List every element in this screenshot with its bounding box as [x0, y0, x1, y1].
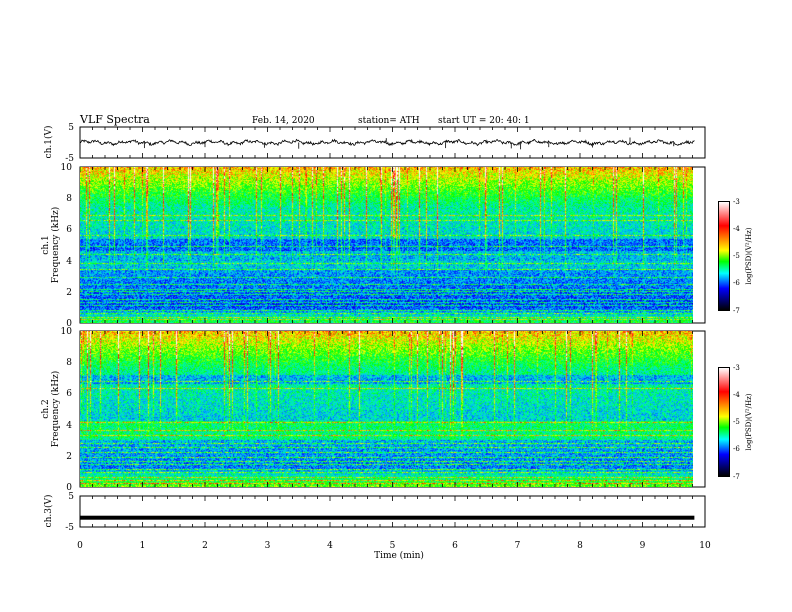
ch2-spectrogram-image-wrap [80, 331, 693, 487]
ch2-spec-ytick-10: 10 [61, 327, 73, 337]
ch1-waveform-line [79, 138, 695, 147]
ch3-waveform-frame [79, 495, 706, 528]
ch2-spectrogram-panel: 0 2 4 6 8 10 ch.2 Frequency (kHz) [41, 327, 706, 493]
ch1-spectrogram-ticks [79, 167, 706, 323]
ch2-colorbar-tick-m6: -6 [733, 445, 740, 453]
ch1-colorbar-gradient [718, 201, 730, 311]
ch1-spectrogram-image-wrap [80, 167, 693, 323]
ch3-waveform-trace-group [80, 515, 695, 520]
ch3-waveform-line [80, 515, 695, 520]
figure-title: VLF Spectra [79, 113, 150, 126]
ch2-spec-ytick-4: 4 [66, 421, 72, 431]
ch2-spec-ytick-6: 6 [66, 389, 72, 399]
ch1-waveform-ticks [79, 127, 706, 158]
ch3-ytick-bottom: -5 [65, 523, 74, 533]
ch3-ytick-top: 5 [68, 492, 74, 502]
time-axis-tick-3: 3 [265, 541, 271, 551]
time-axis-tick-0: 0 [77, 541, 83, 551]
ch2-spectrogram-ticks [79, 331, 706, 487]
ch2-colorbar-label: log(PSD)(V²/Hz) [745, 393, 753, 450]
ch2-spec-ytick-8: 8 [66, 358, 72, 368]
ch1-spec-ytick-2: 2 [66, 288, 72, 298]
ch1-ytick-bottom: -5 [65, 154, 74, 164]
ch1-colorbar-label: log(PSD)(V²/Hz) [745, 227, 753, 284]
ch1-colorbar-tick-m5: -5 [733, 252, 740, 260]
ch1-spectrogram-panel: 0 2 4 6 8 10 ch.1 Frequency (kHz) [41, 163, 706, 329]
ch2-spectrogram-image [80, 331, 693, 487]
ch1-colorbar-tick-m4: -4 [733, 225, 740, 233]
ch2-colorbar: -3 -4 -5 -6 -7 log(PSD)(V²/Hz) [718, 364, 753, 481]
ch1-spec-ytick-6: 6 [66, 225, 72, 235]
start-time-label: start UT = 20: 40: 1 [438, 116, 530, 126]
ch1-waveform-panel: 5 -5 ch.1(V) [43, 123, 706, 164]
time-axis-tick-7: 7 [515, 541, 521, 551]
ch2-colorbar-tick-m3: -3 [733, 364, 740, 372]
time-axis-tick-labels: 0 1 2 3 4 5 6 7 8 9 10 [77, 541, 711, 551]
ch2-colorbar-gradient [718, 367, 730, 477]
ch1-colorbar-tick-m7: -7 [733, 307, 740, 315]
time-axis-tick-10: 10 [699, 541, 711, 551]
ch1-waveform-trace-group [79, 137, 695, 150]
time-axis-tick-1: 1 [140, 541, 146, 551]
ch1-spec-ytick-8: 8 [66, 194, 72, 204]
ch2-spec-ytick-2: 2 [66, 452, 72, 462]
time-axis-label: Time (min) [374, 550, 424, 561]
ch1-spec-ytick-10: 10 [61, 163, 73, 173]
ch1-colorbar: -3 -4 -5 -6 -7 log(PSD)(V²/Hz) [718, 198, 753, 315]
ch1-colorbar-tick-m6: -6 [733, 279, 740, 287]
ch1-waveform-ylabel: ch.1(V) [43, 126, 54, 159]
time-axis-tick-9: 9 [640, 541, 646, 551]
ch1-spec-ytick-0: 0 [66, 319, 72, 329]
ch2-spec-ylabel-frequency: Frequency (kHz) [50, 371, 61, 448]
ch1-spectrogram-image [80, 167, 693, 323]
time-axis-tick-6: 6 [452, 541, 458, 551]
ch1-spec-ylabel-frequency: Frequency (kHz) [50, 207, 61, 284]
ch3-waveform-ylabel: ch.3(V) [43, 495, 54, 528]
ch2-spec-ylabel: ch.2 [41, 399, 51, 418]
ch3-waveform-panel: 5 -5 ch.3(V) [43, 492, 706, 533]
ch1-spec-ytick-4: 4 [66, 257, 72, 267]
time-axis-tick-2: 2 [202, 541, 208, 551]
station-label: station= ATH [358, 116, 420, 126]
time-axis-tick-5: 5 [390, 541, 396, 551]
ch2-colorbar-tick-m5: -5 [733, 418, 740, 426]
time-axis-tick-8: 8 [577, 541, 583, 551]
ch1-colorbar-tick-m3: -3 [733, 198, 740, 206]
time-axis-tick-4: 4 [327, 541, 333, 551]
ch3-waveform-ticks [79, 496, 706, 527]
ch1-spec-ylabel: ch.1 [41, 235, 51, 254]
ch2-colorbar-tick-m4: -4 [733, 391, 740, 399]
ch1-ytick-top: 5 [68, 123, 74, 133]
ch2-colorbar-tick-m7: -7 [733, 473, 740, 481]
ch2-spec-ytick-0: 0 [66, 483, 72, 493]
date-label: Feb. 14, 2020 [252, 116, 315, 126]
